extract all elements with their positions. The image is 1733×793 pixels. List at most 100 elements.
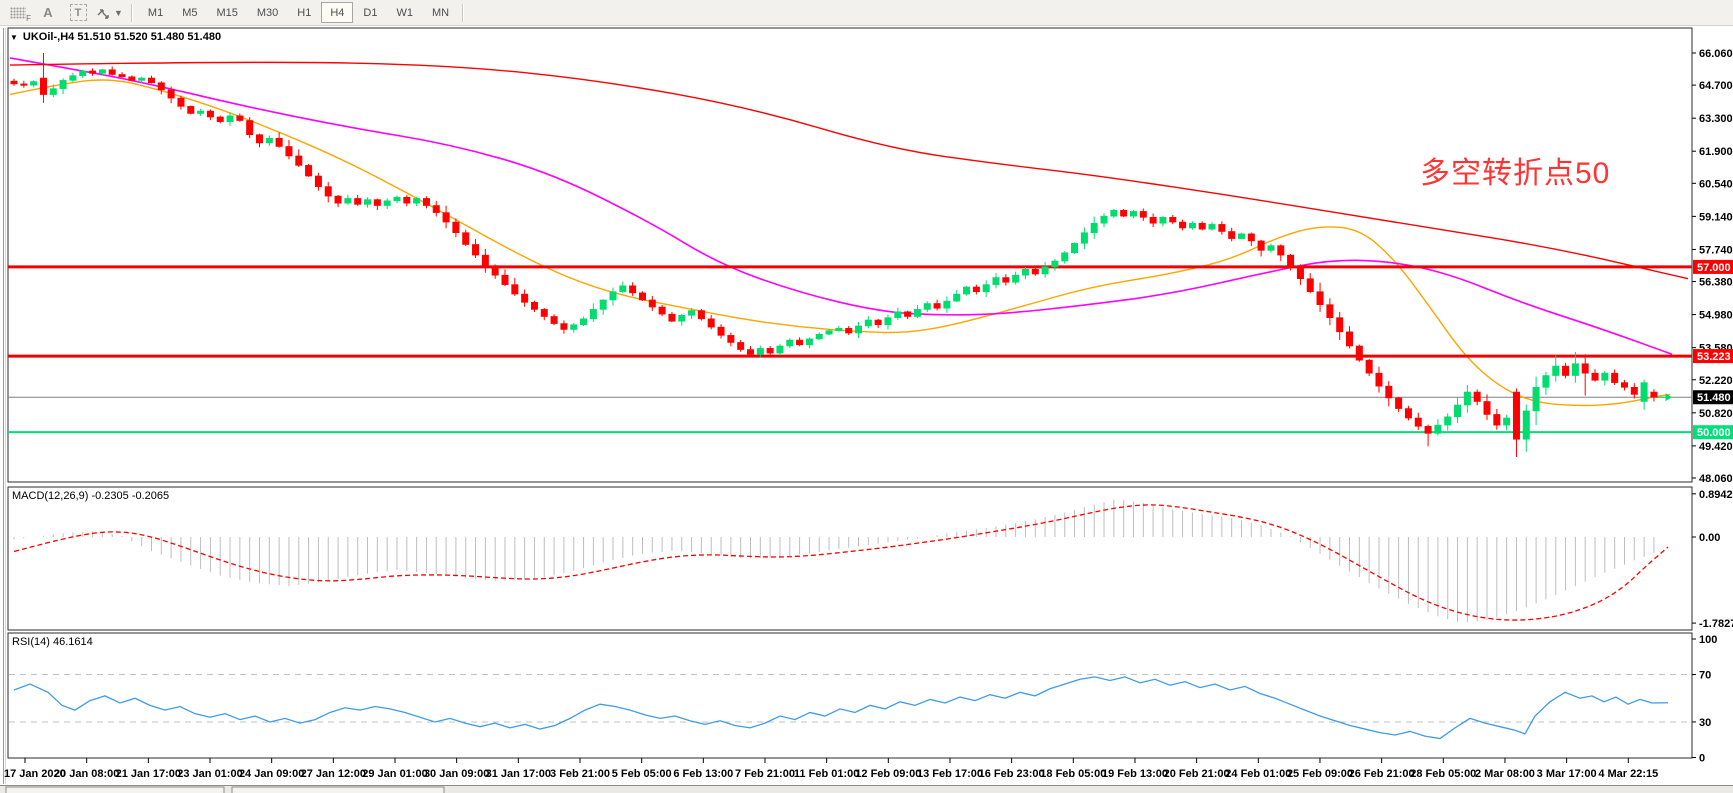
- timeframe-d1-button[interactable]: D1: [363, 6, 378, 19]
- svg-text:-1.7827: -1.7827: [1699, 618, 1733, 630]
- svg-text:0: 0: [1699, 753, 1705, 765]
- svg-text:29 Jan 01:00: 29 Jan 01:00: [362, 768, 427, 780]
- svg-text:27 Jan 12:00: 27 Jan 12:00: [301, 768, 366, 780]
- svg-text:6 Feb 13:00: 6 Feb 13:00: [673, 768, 733, 780]
- svg-text:26 Feb 21:00: 26 Feb 21:00: [1349, 768, 1415, 780]
- text-a-button[interactable]: A: [35, 2, 61, 24]
- price-pane[interactable]: [7, 27, 1693, 483]
- svg-text:20 Feb 21:00: 20 Feb 21:00: [1164, 768, 1230, 780]
- symbol-quote-text: UKOil-,H4 51.510 51.520 51.480 51.480: [22, 31, 222, 43]
- timeframe-w1-button[interactable]: W1: [396, 6, 413, 19]
- toolbar: F A T ▼ M1 M5 M15 M30 H1 H4 D1 W1 MN: [0, 0, 1733, 26]
- macd-axis[interactable]: 0.8942 0.00 -1.7827: [1692, 489, 1733, 630]
- text-label-button[interactable]: T: [65, 2, 91, 24]
- price-badge-57.000: [1693, 259, 1733, 274]
- last-price-marker: [1656, 393, 1672, 402]
- timeframe-m15-button[interactable]: M15: [216, 6, 238, 19]
- diagonal-arrows-icon: [97, 8, 109, 19]
- svg-text:30: 30: [1699, 717, 1711, 729]
- svg-text:5 Feb 05:00: 5 Feb 05:00: [612, 768, 672, 780]
- macd-histogram: [13, 499, 1655, 623]
- text-box-icon: T: [69, 4, 87, 21]
- svg-text:12 Feb 09:00: 12 Feb 09:00: [855, 768, 921, 780]
- rsi-line: [13, 676, 1669, 740]
- macd-label: MACD(12,26,9) -0.2305 -0.2065: [12, 490, 170, 502]
- svg-text:64.700: 64.700: [1699, 80, 1733, 92]
- rsi-axis[interactable]: 100 70 30 0: [1692, 634, 1717, 765]
- svg-text:53.223: 53.223: [1697, 351, 1731, 363]
- svg-text:52.220: 52.220: [1699, 375, 1733, 387]
- ma-slow-red-line: [9, 61, 1689, 280]
- svg-text:31 Jan 17:00: 31 Jan 17:00: [486, 768, 551, 780]
- price-badge-50.000: [1693, 425, 1733, 440]
- svg-text:2 Mar 08:00: 2 Mar 08:00: [1475, 768, 1535, 780]
- svg-text:16 Feb 23:00: 16 Feb 23:00: [979, 768, 1045, 780]
- svg-text:49.420: 49.420: [1699, 441, 1733, 453]
- svg-text:63.300: 63.300: [1699, 113, 1733, 125]
- svg-text:57.740: 57.740: [1699, 244, 1733, 256]
- macd-signal-line: [13, 504, 1669, 621]
- svg-text:13 Feb 17:00: 13 Feb 17:00: [917, 768, 983, 780]
- price-badge-53.223: [1693, 349, 1733, 364]
- timeframe-mn-button[interactable]: MN: [431, 6, 450, 19]
- ma-mid-magenta-line: [9, 57, 1673, 356]
- chart-tab-1[interactable]: [5, 786, 225, 793]
- svg-text:66.060: 66.060: [1699, 48, 1733, 60]
- letter-a-icon: A: [43, 5, 53, 20]
- svg-text:70: 70: [1699, 670, 1711, 682]
- indicator-grid-button[interactable]: F: [5, 2, 31, 24]
- svg-text:61.900: 61.900: [1699, 146, 1733, 158]
- macd-pane-content: [13, 499, 1669, 623]
- svg-text:100: 100: [1699, 634, 1717, 646]
- rsi-pane[interactable]: [7, 632, 1693, 759]
- candlestick-series: [10, 53, 1658, 457]
- svg-text:57.000: 57.000: [1697, 262, 1731, 274]
- svg-text:11 Feb 01:00: 11 Feb 01:00: [794, 768, 859, 780]
- svg-text:50.000: 50.000: [1697, 427, 1731, 439]
- svg-text:48.060: 48.060: [1699, 473, 1733, 485]
- svg-text:4 Mar 22:15: 4 Mar 22:15: [1598, 768, 1658, 780]
- price-badge-51.480: [1693, 390, 1733, 405]
- chart-canvas[interactable]: 66.060 64.700 63.300 61.900 60.540 59.140 57.7…: [0, 26, 1733, 793]
- svg-text:59.140: 59.140: [1699, 211, 1733, 223]
- svg-text:21 Jan 17:00: 21 Jan 17:00: [116, 768, 181, 780]
- chart-annotation-text: 多空转折点50: [1420, 157, 1611, 190]
- svg-text:60.540: 60.540: [1699, 178, 1733, 190]
- toolbar-separator: [130, 3, 133, 22]
- price-axis[interactable]: 66.060 64.700 63.300 61.900 60.540 59.140 57.7…: [1692, 48, 1733, 485]
- svg-text:0.00: 0.00: [1699, 532, 1720, 544]
- chart-tab-2[interactable]: [231, 786, 445, 793]
- svg-text:17 Jan 2020: 17 Jan 2020: [4, 768, 66, 780]
- macd-pane[interactable]: [7, 486, 1693, 631]
- ma-fast-orange-line: [9, 79, 1671, 407]
- svg-text:20 Jan 08:00: 20 Jan 08:00: [54, 768, 119, 780]
- rsi-pane-content: [9, 674, 1691, 740]
- timeframe-toolbar: M1 M5 M15 M30 H1 H4 D1 W1 MN: [139, 0, 459, 25]
- arrows-tool-button[interactable]: ▼: [95, 2, 124, 24]
- timeframe-h4-button[interactable]: H4: [321, 2, 354, 23]
- timeframe-m30-button[interactable]: M30: [256, 6, 279, 19]
- svg-text:56.380: 56.380: [1699, 277, 1733, 289]
- chart-region: 66.060 64.700 63.300 61.900 60.540 59.140 57.7…: [0, 26, 1733, 793]
- svg-text:7 Feb 21:00: 7 Feb 21:00: [735, 768, 795, 780]
- svg-text:3 Mar 17:00: 3 Mar 17:00: [1537, 768, 1597, 780]
- timeframe-m1-button[interactable]: M1: [147, 6, 164, 19]
- bottom-tab-strip[interactable]: [0, 785, 1733, 793]
- toolbar-separator-2: [462, 3, 465, 22]
- svg-text:25 Feb 09:00: 25 Feb 09:00: [1287, 768, 1353, 780]
- svg-text:18 Feb 05:00: 18 Feb 05:00: [1040, 768, 1106, 780]
- svg-text:24 Feb 01:00: 24 Feb 01:00: [1225, 768, 1291, 780]
- svg-text:54.980: 54.980: [1699, 310, 1733, 322]
- symbol-dropdown-icon[interactable]: ▼: [10, 32, 18, 42]
- timeframe-h1-button[interactable]: H1: [297, 6, 312, 19]
- dropdown-caret-icon: ▼: [114, 7, 123, 18]
- timeframe-m5-button[interactable]: M5: [182, 6, 198, 19]
- svg-text:0.8942: 0.8942: [1699, 489, 1733, 501]
- svg-text:30 Jan 09:00: 30 Jan 09:00: [424, 768, 489, 780]
- rsi-label: RSI(14) 46.1614: [12, 636, 93, 648]
- svg-text:50.820: 50.820: [1699, 408, 1733, 420]
- svg-text:51.480: 51.480: [1697, 392, 1731, 404]
- svg-text:3 Feb 21:00: 3 Feb 21:00: [550, 768, 610, 780]
